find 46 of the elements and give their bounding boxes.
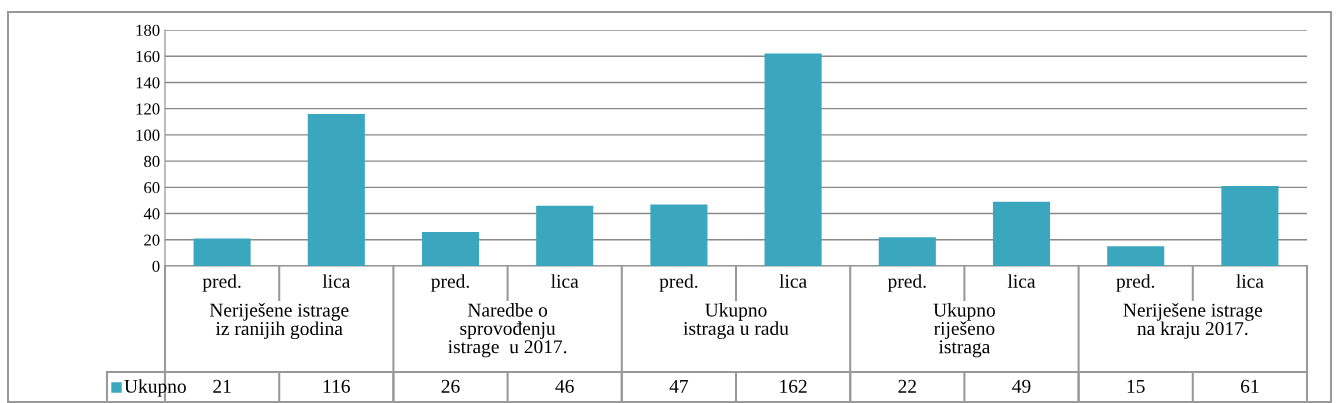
legend-label: Ukupno	[124, 379, 186, 397]
x-tick-label: pred.	[659, 274, 698, 292]
bar	[193, 238, 251, 266]
bar	[764, 53, 822, 266]
text: Ukupno riješeno istraga	[933, 303, 995, 358]
y-tick-label: 160	[136, 50, 160, 63]
bar	[421, 231, 480, 266]
data-label: 26	[441, 379, 460, 393]
y-tick-label: 0	[152, 260, 160, 272]
y-tick-label: 100	[136, 129, 160, 141]
y-tick-label: 20	[144, 234, 160, 246]
data-label: 49	[1012, 379, 1031, 393]
x-tick-label: pred.	[431, 274, 469, 292]
data-label: 21	[213, 379, 231, 393]
bar	[650, 204, 708, 266]
x-tick-label: pred.	[887, 274, 926, 292]
y-tick-label: 120	[136, 103, 160, 115]
text: Neriješene istrage na kraju 2017.	[1123, 303, 1263, 340]
y-tick-label: 60	[144, 182, 160, 194]
x-tick-label: lica	[551, 274, 579, 288]
x-tick-label: lica	[1007, 274, 1036, 288]
data-label: 47	[669, 379, 689, 393]
y-tick-label: 80	[144, 155, 160, 168]
bar	[878, 237, 936, 266]
x-tick-label: lica	[1236, 274, 1264, 288]
x-tick-label: lica	[322, 274, 351, 288]
bar	[307, 113, 365, 266]
y-tick-label: 40	[143, 208, 160, 220]
y-tick-label: 180	[136, 24, 160, 36]
text: Neriješene istrage iz ranijih godina	[209, 303, 349, 340]
x-tick-label: lica	[779, 274, 807, 288]
y-tick-label: 140	[136, 77, 160, 89]
bar	[1107, 246, 1165, 266]
data-label: 22	[898, 379, 916, 393]
data-label: 162	[780, 379, 807, 393]
bar	[536, 205, 594, 266]
data-label: 15	[1127, 379, 1145, 393]
x-tick-label: pred.	[202, 274, 241, 292]
data-label: 46	[555, 379, 574, 393]
bar	[1221, 186, 1279, 266]
data-label: 61	[1241, 379, 1259, 393]
x-tick-label: pred.	[1116, 274, 1155, 292]
text: Ukupno istraga u radu	[683, 303, 789, 339]
bar	[992, 201, 1051, 266]
data-label: 116	[323, 379, 350, 393]
text: Naredbe o sprovođenju istrage u 2017.	[448, 303, 567, 358]
